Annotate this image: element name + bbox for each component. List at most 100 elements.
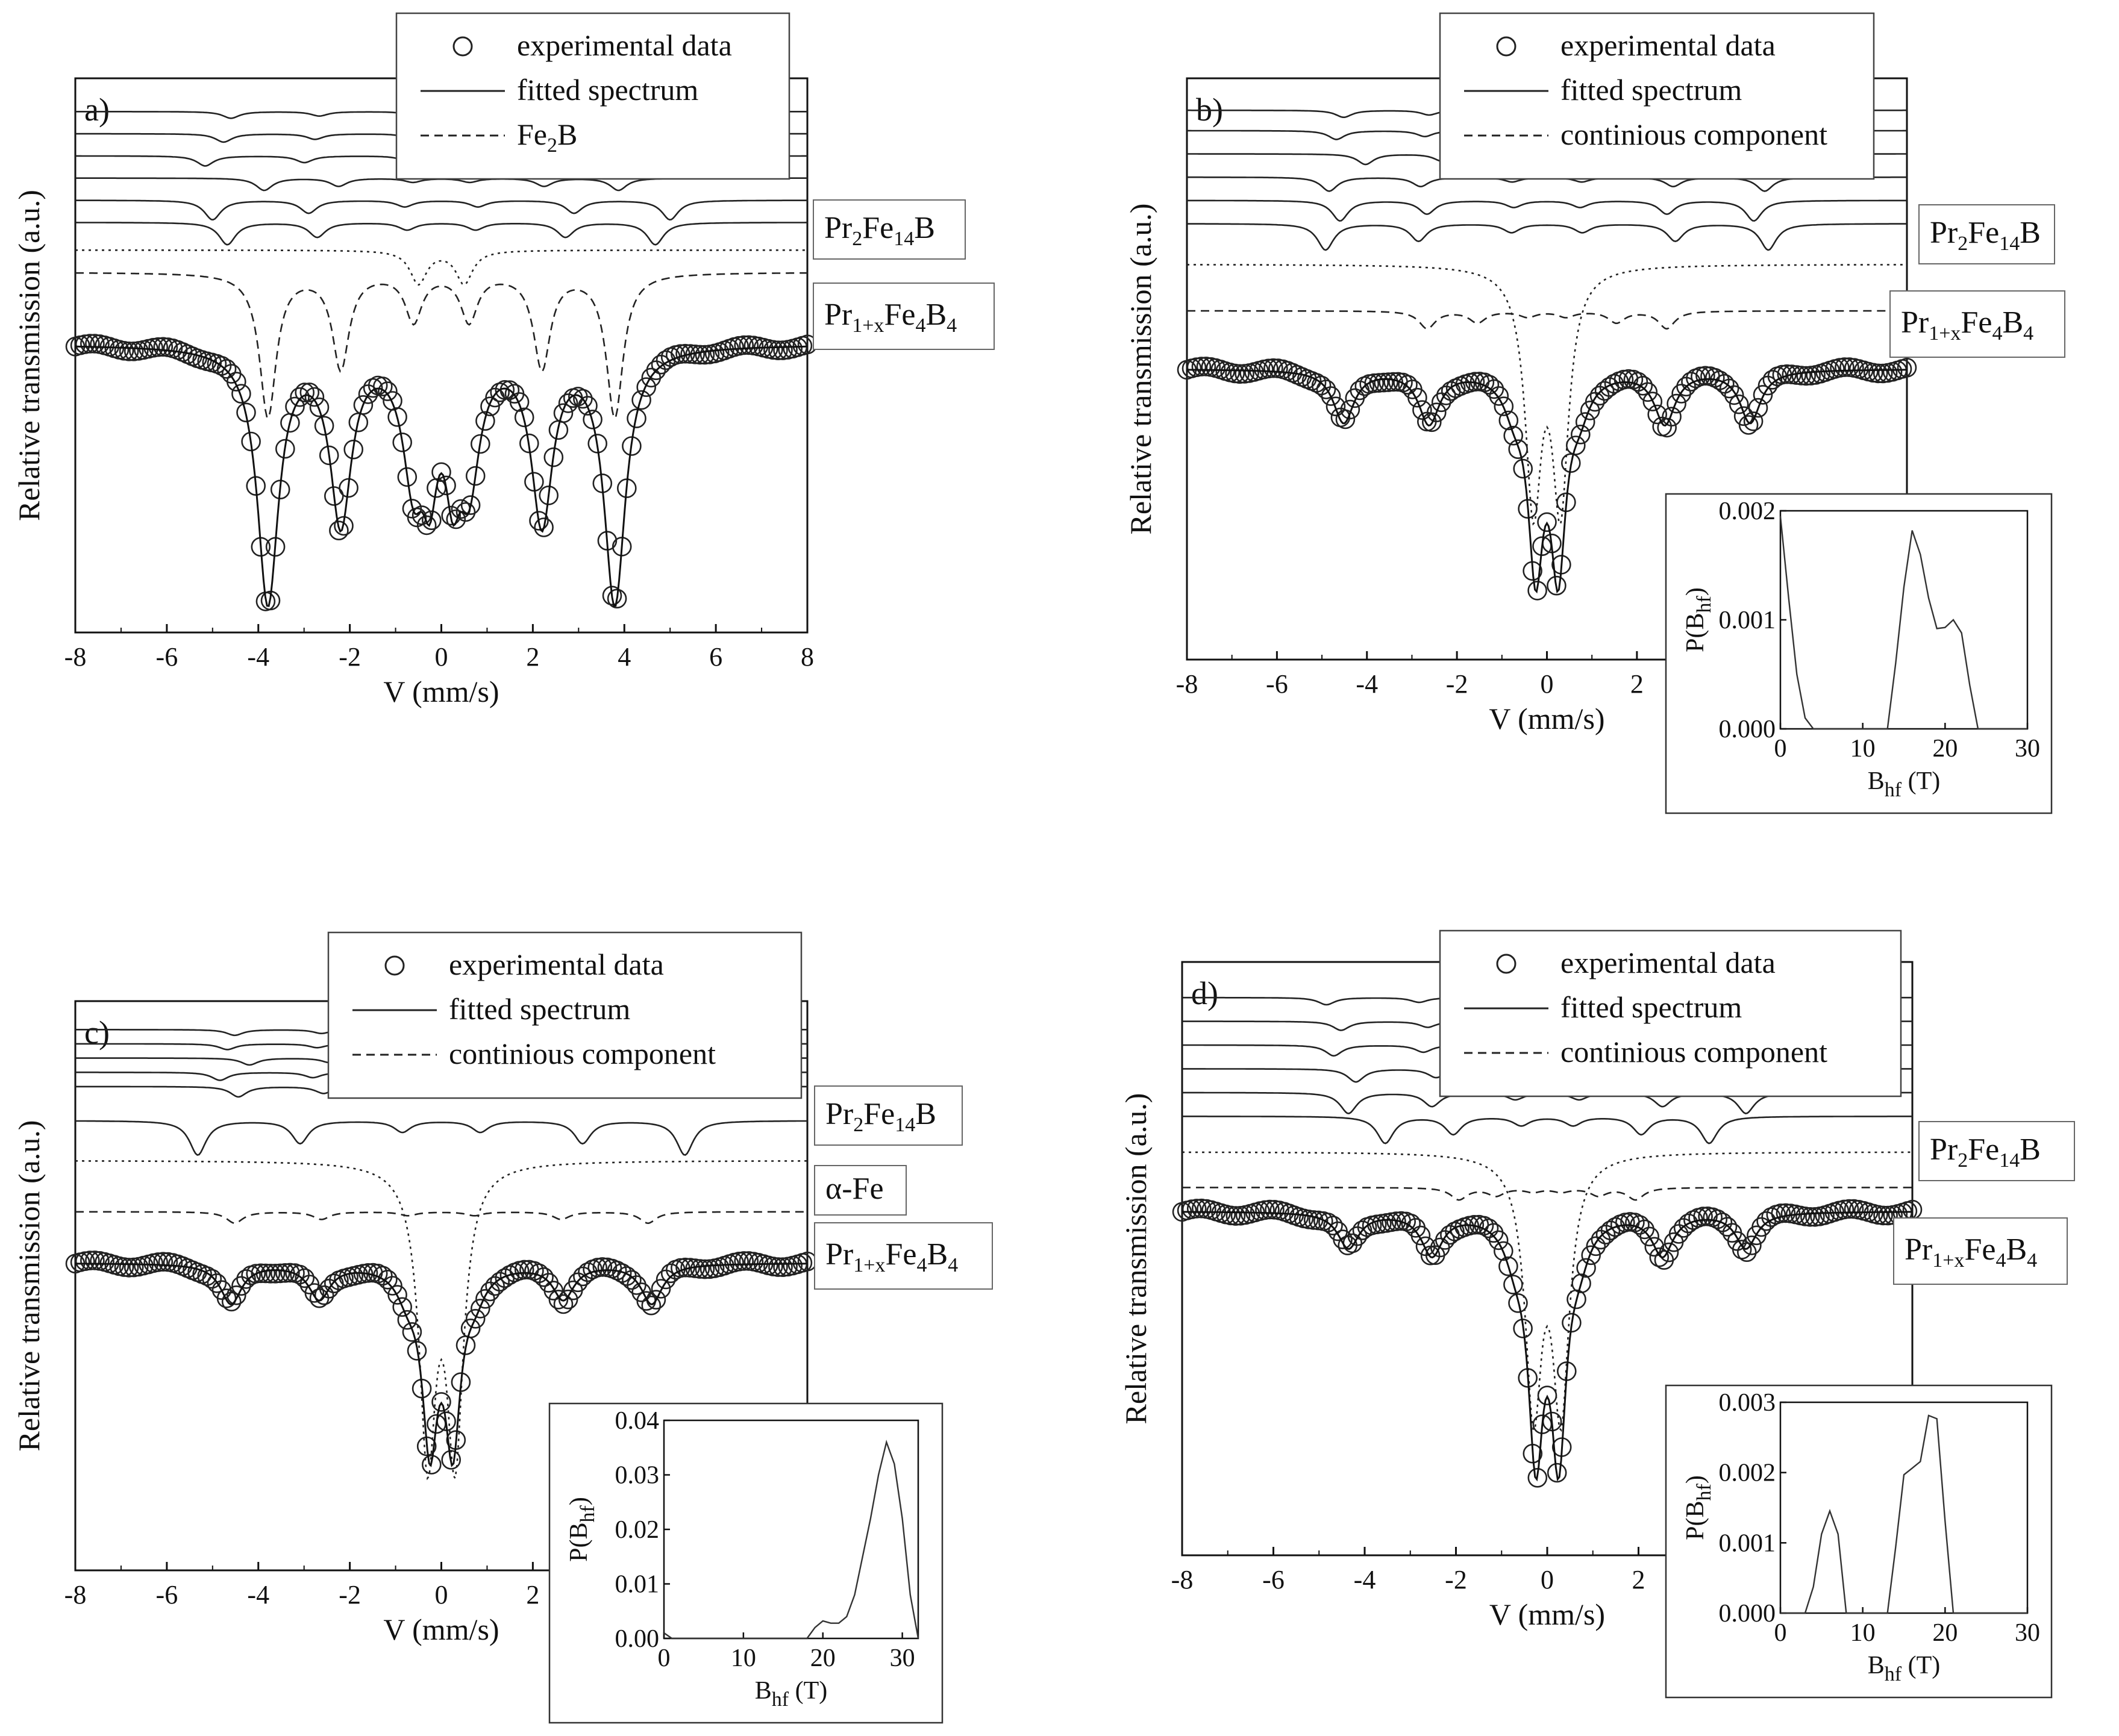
x-tick-label: 8 xyxy=(801,642,814,672)
panel-label: a) xyxy=(84,92,110,128)
inset-y-tick-label: 0.001 xyxy=(1719,607,1776,634)
data-point xyxy=(265,1264,286,1284)
data-point xyxy=(553,1294,574,1314)
phase-label-text: Pr1+xFe4B4 xyxy=(824,298,957,337)
data-point xyxy=(290,387,310,407)
inset-x-tick-label: 20 xyxy=(1932,1619,1958,1647)
inset-x-label: Bhf (T) xyxy=(1868,767,1940,801)
fitted-spectrum-line xyxy=(75,1263,807,1467)
legend-label: continious component xyxy=(1560,1035,1827,1069)
data-point xyxy=(1571,1273,1591,1293)
phase-label-box xyxy=(813,283,995,350)
x-tick-label: 2 xyxy=(1632,1565,1645,1594)
data-point xyxy=(627,408,646,428)
phase-label: Pr1+xFe4B4 xyxy=(813,283,995,350)
inset-chart: 0 10 20 30 0.000 0.001 0.002 0.003 Bhf (T) P(Bhf) xyxy=(1665,1384,2053,1699)
data-point xyxy=(1667,393,1686,414)
data-point xyxy=(1644,1237,1665,1257)
inset-y-label: P(Bhf) xyxy=(1682,1475,1715,1540)
data-point xyxy=(251,1263,271,1284)
data-point xyxy=(1737,1242,1757,1262)
inset-x-tick-label: 0 xyxy=(1774,735,1787,763)
data-point xyxy=(1498,1256,1518,1276)
x-axis-label: V (mm/s) xyxy=(383,1613,499,1646)
data-point xyxy=(1503,1275,1523,1294)
data-point xyxy=(441,505,462,526)
data-point xyxy=(1379,372,1398,392)
data-point xyxy=(1508,1293,1528,1313)
data-point xyxy=(392,432,413,452)
inset-y-tick-label: 0.002 xyxy=(1719,1460,1776,1487)
x-tick-label: 0 xyxy=(435,1580,448,1610)
data-point xyxy=(1693,1207,1713,1226)
data-point xyxy=(1566,436,1586,455)
data-point xyxy=(1743,411,1764,431)
data-point xyxy=(1839,1199,1859,1219)
data-point xyxy=(1605,1217,1626,1237)
data-point xyxy=(1431,392,1451,413)
data-point xyxy=(1259,358,1279,379)
data-point xyxy=(1657,417,1677,438)
data-point xyxy=(1604,373,1624,394)
data-point xyxy=(1263,358,1283,378)
data-point xyxy=(612,1263,632,1283)
legend-label: experimental data xyxy=(1560,946,1776,979)
data-point xyxy=(383,1276,402,1296)
inset-x-tick-label: 20 xyxy=(810,1644,836,1672)
legend: experimental data fitted spectrum continio… xyxy=(327,931,803,1099)
data-point xyxy=(514,1260,534,1280)
x-tick-label: 2 xyxy=(526,642,539,672)
y-axis-label: Relative transmission (a.u.) xyxy=(12,190,46,521)
x-tick-label: -2 xyxy=(339,642,361,672)
data-point xyxy=(314,1285,334,1305)
phase-label-text: Pr1+xFe4B4 xyxy=(1901,305,2033,345)
data-point xyxy=(768,340,788,361)
data-point xyxy=(1484,379,1504,399)
data-point xyxy=(353,395,374,415)
data-point xyxy=(1705,367,1725,388)
data-point xyxy=(539,486,559,505)
data-point xyxy=(80,334,100,354)
data-point xyxy=(1479,1218,1499,1238)
data-point xyxy=(1742,1235,1762,1255)
data-point xyxy=(651,354,671,375)
data-point xyxy=(387,1285,407,1305)
data-point xyxy=(280,1263,300,1283)
subspectrum-line xyxy=(75,1160,807,1481)
data-point xyxy=(1398,375,1418,395)
data-point xyxy=(1835,357,1855,377)
inset-y-tick-label: 0.003 xyxy=(1719,1389,1776,1417)
data-point xyxy=(270,1263,290,1284)
inset-y-label: P(Bhf) xyxy=(565,1497,599,1562)
data-point xyxy=(548,1290,569,1310)
data-point xyxy=(1586,1236,1606,1257)
subspectrum-line xyxy=(75,177,807,192)
data-point xyxy=(1494,1241,1513,1261)
x-tick-label: -6 xyxy=(1262,1565,1285,1594)
legend-label: fitted spectrum xyxy=(517,73,698,107)
phase-label-box xyxy=(814,1222,993,1290)
data-point xyxy=(1633,375,1653,396)
data-point xyxy=(231,1276,251,1296)
x-tick-label: 0 xyxy=(1541,1565,1554,1594)
data-point xyxy=(1571,424,1591,445)
data-point xyxy=(1576,1258,1596,1278)
legend-label: fitted spectrum xyxy=(1560,73,1742,107)
data-point xyxy=(739,335,759,355)
inset-y-tick-label: 0.00 xyxy=(615,1625,660,1653)
data-point xyxy=(583,410,603,429)
data-point xyxy=(524,1261,544,1281)
data-point xyxy=(1581,1245,1601,1266)
data-point xyxy=(1649,1247,1670,1267)
phase-label-text: Pr1+xFe4B4 xyxy=(825,1237,958,1276)
phase-label: Pr2Fe14B xyxy=(1918,1121,2075,1181)
phase-label-box xyxy=(814,1165,907,1216)
data-point xyxy=(1340,399,1360,420)
legend-label: experimental data xyxy=(449,948,664,981)
data-point xyxy=(236,402,256,423)
data-point xyxy=(1719,378,1739,399)
data-point xyxy=(1527,1468,1548,1488)
data-point xyxy=(1352,1220,1372,1240)
